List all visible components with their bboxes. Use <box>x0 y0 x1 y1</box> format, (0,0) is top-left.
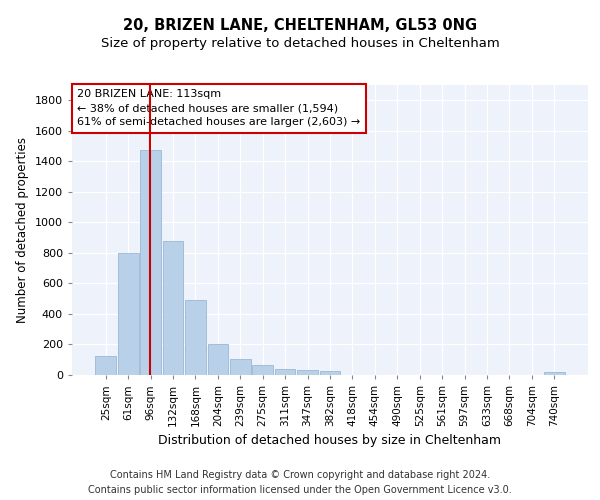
Bar <box>185 300 206 375</box>
Bar <box>208 344 228 375</box>
Bar <box>297 370 318 375</box>
Text: Contains HM Land Registry data © Crown copyright and database right 2024.
Contai: Contains HM Land Registry data © Crown c… <box>88 470 512 495</box>
Text: 20, BRIZEN LANE, CHELTENHAM, GL53 0NG: 20, BRIZEN LANE, CHELTENHAM, GL53 0NG <box>123 18 477 32</box>
Bar <box>275 369 295 375</box>
Bar <box>544 372 565 375</box>
Bar <box>253 365 273 375</box>
Bar <box>230 359 251 375</box>
Text: 20 BRIZEN LANE: 113sqm
← 38% of detached houses are smaller (1,594)
61% of semi-: 20 BRIZEN LANE: 113sqm ← 38% of detached… <box>77 90 361 128</box>
Bar <box>140 150 161 375</box>
Bar <box>320 371 340 375</box>
Text: Size of property relative to detached houses in Cheltenham: Size of property relative to detached ho… <box>101 38 499 51</box>
Bar <box>95 356 116 375</box>
Bar <box>163 240 184 375</box>
Y-axis label: Number of detached properties: Number of detached properties <box>16 137 29 323</box>
X-axis label: Distribution of detached houses by size in Cheltenham: Distribution of detached houses by size … <box>158 434 502 448</box>
Bar <box>118 253 139 375</box>
